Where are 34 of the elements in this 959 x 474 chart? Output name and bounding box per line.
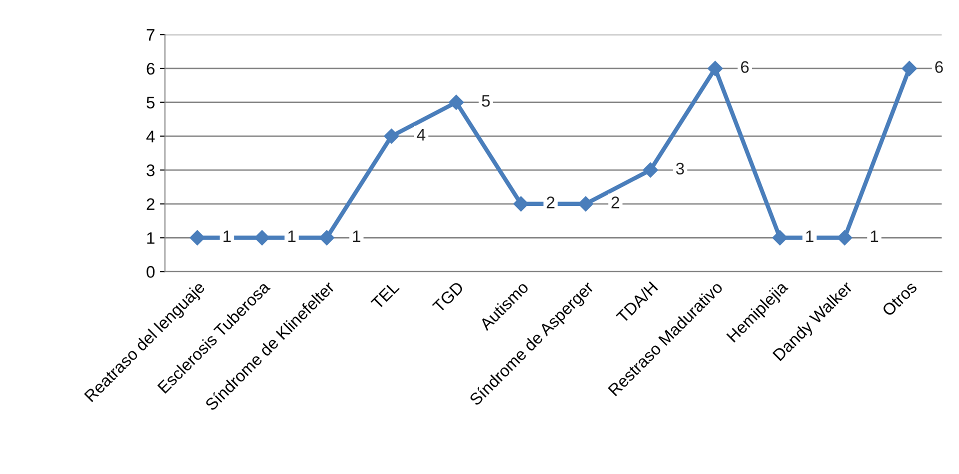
- y-tick-label: 5: [146, 96, 155, 109]
- point: [190, 230, 205, 246]
- point: [642, 162, 658, 178]
- y-tick-label: 6: [146, 62, 154, 75]
- data-label: 6: [935, 61, 943, 73]
- y-tick-label: 0: [146, 266, 155, 278]
- data-label: 2: [612, 196, 620, 208]
- data-label: 5: [482, 95, 490, 107]
- data-label: 1: [806, 230, 814, 242]
- y-tick-label: 4: [146, 130, 155, 142]
- point: [902, 60, 917, 76]
- data-label: 1: [353, 230, 360, 242]
- point: [708, 60, 723, 76]
- point: [254, 230, 270, 246]
- point: [448, 94, 464, 110]
- y-tick-label: 2: [146, 198, 154, 210]
- data-label: 1: [224, 230, 231, 242]
- y-tick-label: 1: [147, 232, 154, 244]
- point: [578, 196, 594, 212]
- x-tick-label: TEL: [370, 280, 400, 310]
- y-tick-label: 3: [146, 164, 154, 176]
- data-label: 1: [870, 230, 878, 242]
- point: [513, 196, 529, 212]
- x-tick-label: TGD: [432, 280, 464, 314]
- y-tick-label: 7: [146, 29, 154, 41]
- data-label: 4: [416, 129, 426, 140]
- point: [772, 230, 788, 246]
- data-label: 3: [676, 162, 684, 175]
- data-label: 1: [288, 230, 296, 242]
- point: [384, 128, 400, 144]
- point: [319, 230, 334, 246]
- data-label: 2: [546, 196, 554, 208]
- point: [837, 230, 852, 246]
- data-label: 6: [741, 61, 749, 73]
